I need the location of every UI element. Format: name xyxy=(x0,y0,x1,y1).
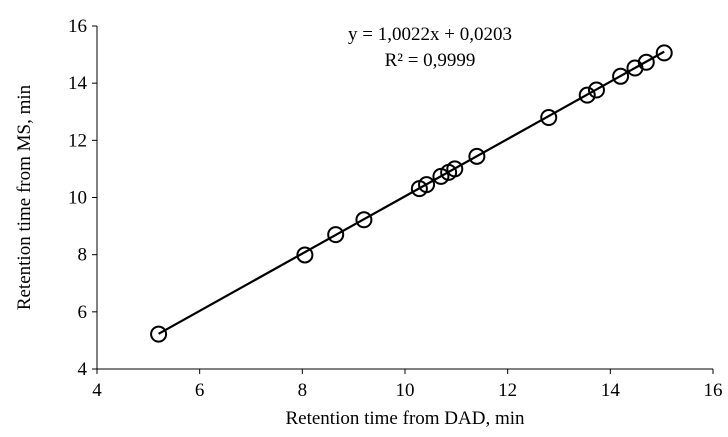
x-ticks: 4 6 8 10 12 14 16 xyxy=(92,369,723,401)
x-tick-label: 4 xyxy=(92,380,102,401)
data-point xyxy=(587,81,605,99)
x-axis-title: Retention time from DAD, min xyxy=(285,408,525,429)
y-tick-label: 14 xyxy=(68,73,88,94)
trendline xyxy=(158,50,665,335)
data-point xyxy=(540,108,558,126)
data-point xyxy=(655,44,673,62)
data-point xyxy=(446,160,464,178)
y-tick-label: 16 xyxy=(68,16,87,37)
y-tick-label: 10 xyxy=(68,188,87,209)
data-point xyxy=(612,67,630,85)
y-tick-label: 6 xyxy=(78,302,88,323)
data-point xyxy=(418,176,436,194)
x-tick-label: 16 xyxy=(704,380,723,401)
data-point xyxy=(578,86,596,104)
x-tick-label: 6 xyxy=(195,380,205,401)
trendline-equation: y = 1,0022x + 0,0203 xyxy=(348,24,512,45)
y-axis-title: Retention time from MS, min xyxy=(14,84,35,310)
data-point xyxy=(296,246,314,264)
x-tick-label: 14 xyxy=(601,380,621,401)
data-points xyxy=(150,44,673,343)
y-tick-label: 4 xyxy=(78,359,88,380)
r-squared-label: R² = 0,9999 xyxy=(385,50,476,71)
y-ticks: 4 6 8 10 12 14 16 xyxy=(68,16,97,380)
data-point xyxy=(327,226,345,244)
x-tick-label: 12 xyxy=(498,380,517,401)
y-tick-label: 12 xyxy=(68,130,87,151)
x-tick-label: 8 xyxy=(298,380,308,401)
x-tick-label: 10 xyxy=(396,380,415,401)
y-tick-label: 8 xyxy=(78,245,88,266)
data-point xyxy=(637,53,655,71)
data-point xyxy=(150,325,168,343)
data-point xyxy=(468,147,486,165)
data-point xyxy=(355,211,373,229)
